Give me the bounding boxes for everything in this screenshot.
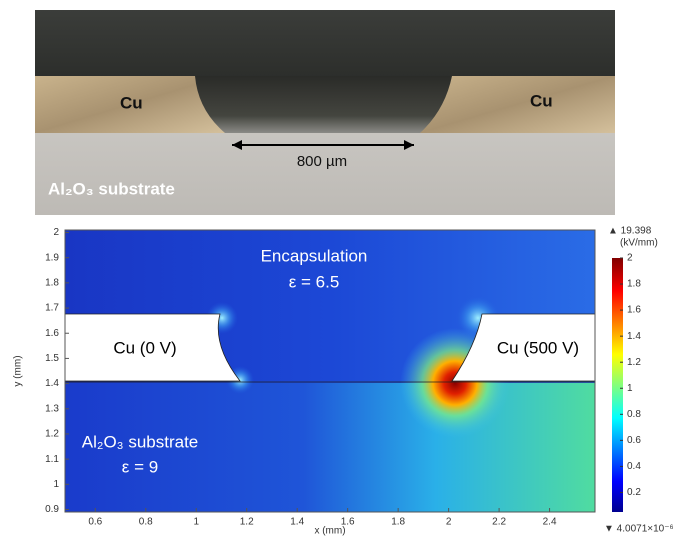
y-tick-label: 1.7 — [45, 303, 59, 314]
y-tick-label: 1.6 — [45, 328, 59, 339]
region-label: Encapsulation — [261, 246, 368, 265]
dimension-label: 800 µm — [297, 153, 347, 170]
field-plot: Encapsulation ε = 6.5 Cu (0 V) Cu (500 V… — [13, 226, 674, 537]
substrate-label: Al₂O₃ substrate — [48, 179, 175, 198]
x-tick-label: 1.4 — [290, 517, 304, 528]
y-tick-label: 1.9 — [45, 252, 59, 263]
cu-electrode — [64, 313, 241, 382]
colorbar-tick-label: 1.6 — [627, 305, 641, 316]
x-tick-label: 1.8 — [391, 517, 405, 528]
colorbar-tick-label: 0.4 — [627, 461, 641, 472]
colorbar-tick-label: 0.8 — [627, 409, 641, 420]
x-tick-label: 2.4 — [543, 517, 557, 528]
electrode-label: Cu (500 V) — [497, 338, 579, 357]
cu-label: Cu — [530, 91, 553, 110]
y-tick-label: 1.2 — [45, 429, 59, 440]
colorbar-tick-label: 0.2 — [627, 487, 641, 498]
photo: Cu Cu 800 µm Al₂O₃ substrate — [35, 10, 615, 215]
x-tick-label: 1.2 — [240, 517, 254, 528]
plot-frame — [64, 229, 596, 513]
region-label: Al₂O₃ substrate — [82, 432, 199, 451]
electrode-label: Cu (0 V) — [113, 338, 176, 357]
y-tick-label: 1.3 — [45, 403, 59, 414]
cu-label: Cu — [120, 93, 143, 112]
colorbar-tick-label: 1 — [627, 383, 633, 394]
y-tick-label: 0.9 — [45, 504, 59, 515]
x-axis-label: x (mm) — [314, 526, 345, 537]
encapsulation — [35, 10, 615, 78]
x-tick-label: 1 — [193, 517, 199, 528]
substrate-field — [65, 383, 595, 512]
x-tick-label: 2 — [446, 517, 452, 528]
colorbar-min: ▼ 4.0071×10⁻⁶ — [604, 524, 674, 535]
y-tick-label: 1.4 — [45, 378, 59, 389]
colorbar — [612, 258, 623, 512]
y-tick-label: 1 — [53, 479, 59, 490]
colorbar-tick-label: 2 — [627, 253, 633, 264]
x-tick-label: 0.6 — [88, 517, 102, 528]
colorbar-max: ▲ 19.398 — [608, 226, 652, 237]
y-axis-label: y (mm) — [13, 355, 24, 386]
trench — [195, 76, 452, 133]
x-tick-label: 2.2 — [492, 517, 506, 528]
colorbar-unit: (kV/mm) — [620, 238, 658, 249]
colorbar-tick-label: 0.6 — [627, 435, 641, 446]
x-tick-label: 0.8 — [139, 517, 153, 528]
colorbar-tick-label: 1.4 — [627, 331, 641, 342]
cu-electrode — [451, 313, 596, 382]
colorbar-tick-label: 1.2 — [627, 357, 641, 368]
y-tick-label: 2 — [53, 227, 59, 238]
colorbar-tick-label: 1.8 — [627, 279, 641, 290]
region-label: ε = 6.5 — [289, 272, 340, 291]
x-tick-label: 1.6 — [341, 517, 355, 528]
cu-strip — [35, 76, 225, 133]
cu-strip — [420, 76, 615, 133]
y-tick-label: 1.5 — [45, 353, 59, 364]
y-tick-label: 1.8 — [45, 278, 59, 289]
region-label: ε = 9 — [122, 457, 158, 476]
y-tick-label: 1.1 — [45, 454, 59, 465]
